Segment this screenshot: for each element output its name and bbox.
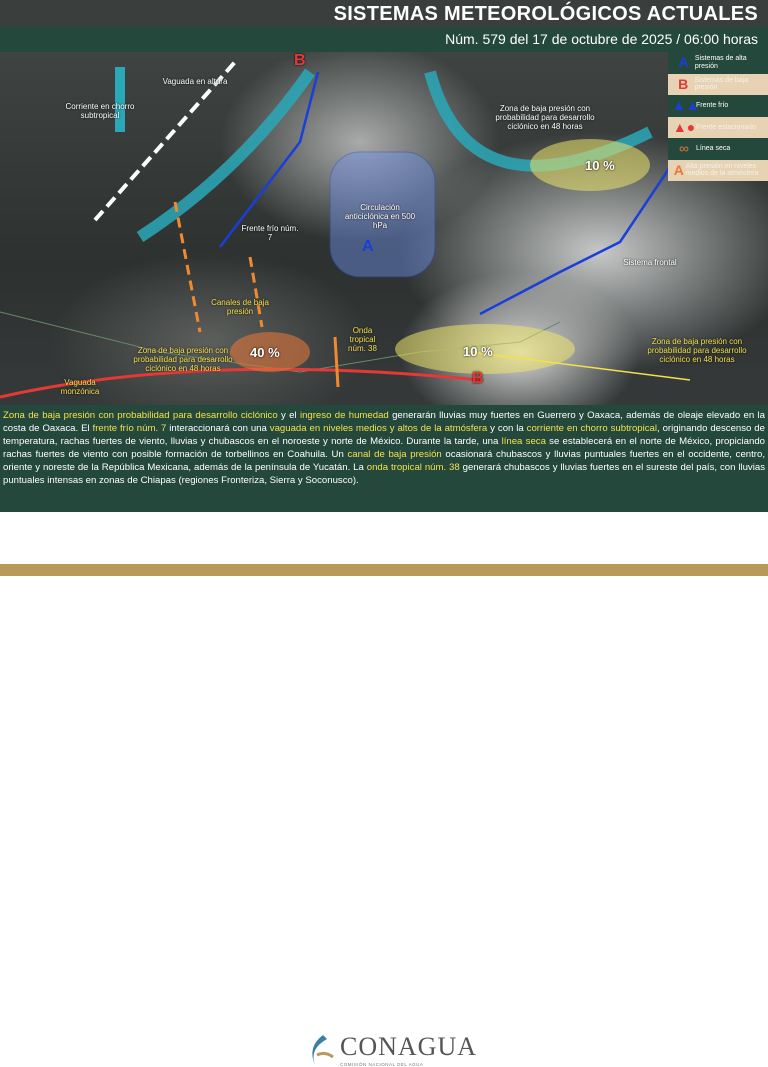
legend-label: Frente estacionario xyxy=(696,123,756,131)
legend-item: ∞ Línea seca xyxy=(668,138,768,160)
bulletin-segment: y con la xyxy=(487,423,527,434)
legend-item: A Alta presión en niveles medios de la at… xyxy=(668,159,768,181)
footer: CONAGUA COMISIÓN NACIONAL DEL AGUA xyxy=(0,512,768,1067)
bulletin-segment: interaccionará con una xyxy=(166,423,270,434)
conagua-emblem-icon xyxy=(312,1034,334,1065)
bulletin-segment: generará chubascos y lluvias fuertes en … xyxy=(3,462,765,486)
logo-subtitle: COMISIÓN NACIONAL DEL AGUA xyxy=(340,1062,424,1067)
map-overlay xyxy=(0,60,691,399)
highlighted-term: ingreso de humedad xyxy=(299,410,389,421)
highlighted-term: línea seca xyxy=(501,436,546,447)
legend-symbol-icon: A xyxy=(678,54,689,70)
high-pressure-marker: A xyxy=(362,238,374,255)
legend-item: ▲● Frente estacionario xyxy=(668,116,768,138)
highlighted-term: Zona de baja presión con probabilidad pa… xyxy=(3,410,278,421)
frontal-system-line xyxy=(479,166,672,316)
legend-item: B Sistemas de baja presión xyxy=(668,73,768,95)
anticyclone-area xyxy=(329,151,436,278)
monsoon-trough-line xyxy=(0,367,481,399)
highlighted-term: canal de baja presión xyxy=(347,449,442,460)
bulletin-segment: y el xyxy=(277,410,300,421)
label-upper-trough: Vaguada en altura xyxy=(162,77,228,86)
header: SISTEMAS METEOROLÓGICOS ACTUALES Núm. 57… xyxy=(0,0,768,52)
label-low-channels: Canales de baja presión xyxy=(211,298,269,316)
page-title: SISTEMAS METEOROLÓGICOS ACTUALES xyxy=(333,3,758,25)
low-zone-north xyxy=(530,139,650,191)
bulletin-segment: ocasionará chubascos y lluvias puntuales… xyxy=(3,449,765,473)
tropical-wave-line xyxy=(333,336,340,388)
label-tropical-wave: Onda tropical núm. 38 xyxy=(348,326,377,353)
low-zone-pacific xyxy=(230,332,310,372)
legend-symbol-icon: A xyxy=(673,161,684,178)
bulletin-segment: generarán lluvias muy fuertes en Guerrer… xyxy=(3,410,765,434)
low-pressure-marker: B xyxy=(294,52,306,69)
label-low-zone-east: Zona de baja presión con probabilidad pa… xyxy=(647,337,747,364)
trough-channel-1 xyxy=(173,201,202,333)
label-low-zone-pacific: Zona de baja presión con probabilidad pa… xyxy=(133,346,233,373)
trough-channel-2 xyxy=(248,256,264,328)
highlighted-term: vaguada en niveles medios y altos de la … xyxy=(269,423,488,434)
legend-symbol-icon: ∞ xyxy=(679,140,689,156)
label-low-zone-north: Zona de baja presión con probabilidad pa… xyxy=(495,104,595,131)
low-pressure-marker-caribbean: B xyxy=(472,370,484,387)
label-monsoon-trough: Vaguada monzónica xyxy=(60,378,100,396)
legend-label: Línea seca xyxy=(696,145,731,152)
bulletin-segment: , originando descenso de temperatura, ra… xyxy=(3,423,765,447)
label-anticyclone: Circulación anticiclónica en 500 hPa xyxy=(344,203,416,230)
legend-item: ▲▲ Frente frío xyxy=(668,95,768,117)
legend: A Sistemas de alta presión B Sistemas de ba… xyxy=(668,52,768,181)
bulletin-date: Núm. 579 del 17 de octubre de 2025 / 06:… xyxy=(445,31,758,47)
legend-label: Alta presión en niveles medios de la atm… xyxy=(685,162,759,178)
highlighted-term: onda tropical núm. 38 xyxy=(366,462,460,473)
forecast-track xyxy=(469,351,691,381)
low-zone-caribbean xyxy=(395,324,575,374)
cold-front-line xyxy=(219,71,320,248)
label-cold-front: Frente frío núm. 7 xyxy=(241,224,299,242)
bulletin-segment: se establecerá en el norte de México, pr… xyxy=(3,436,766,460)
legend-label: Sistemas de alta presión xyxy=(694,55,747,70)
legend-symbol-icon: ▲▲ xyxy=(672,97,700,113)
satellite-map: 10 % 40 % 10 % A B B Vaguada en altura C… xyxy=(0,52,768,405)
legend-symbol-icon: ▲● xyxy=(672,118,696,135)
highlighted-term: frente frío núm. 7 xyxy=(92,423,167,434)
legend-label: Frente frío xyxy=(696,102,729,109)
jet-stream-arrow xyxy=(136,68,315,243)
logo-name: CONAGUA xyxy=(340,1032,477,1061)
label-jet-stream: Corriente en chorro subtropical xyxy=(65,102,135,120)
prob-caribbean: 10 % xyxy=(463,344,493,359)
date-bar xyxy=(0,27,768,52)
footer-strip xyxy=(0,564,768,576)
legend-symbol-icon: B xyxy=(678,75,689,92)
highlighted-term: corriente en chorro subtropical xyxy=(526,423,658,434)
legend-label: Sistemas de baja presión xyxy=(694,76,749,92)
bulletin-text: Zona de baja presión con probabilidad pa… xyxy=(0,405,768,512)
conagua-logo: CONAGUA COMISIÓN NACIONAL DEL AGUA xyxy=(305,1032,477,1067)
prob-north: 10 % xyxy=(585,158,615,173)
legend-item: A Sistemas de alta presión xyxy=(668,52,768,74)
label-frontal-system: Sistema frontal xyxy=(623,258,677,267)
prob-pacific: 40 % xyxy=(250,345,280,360)
